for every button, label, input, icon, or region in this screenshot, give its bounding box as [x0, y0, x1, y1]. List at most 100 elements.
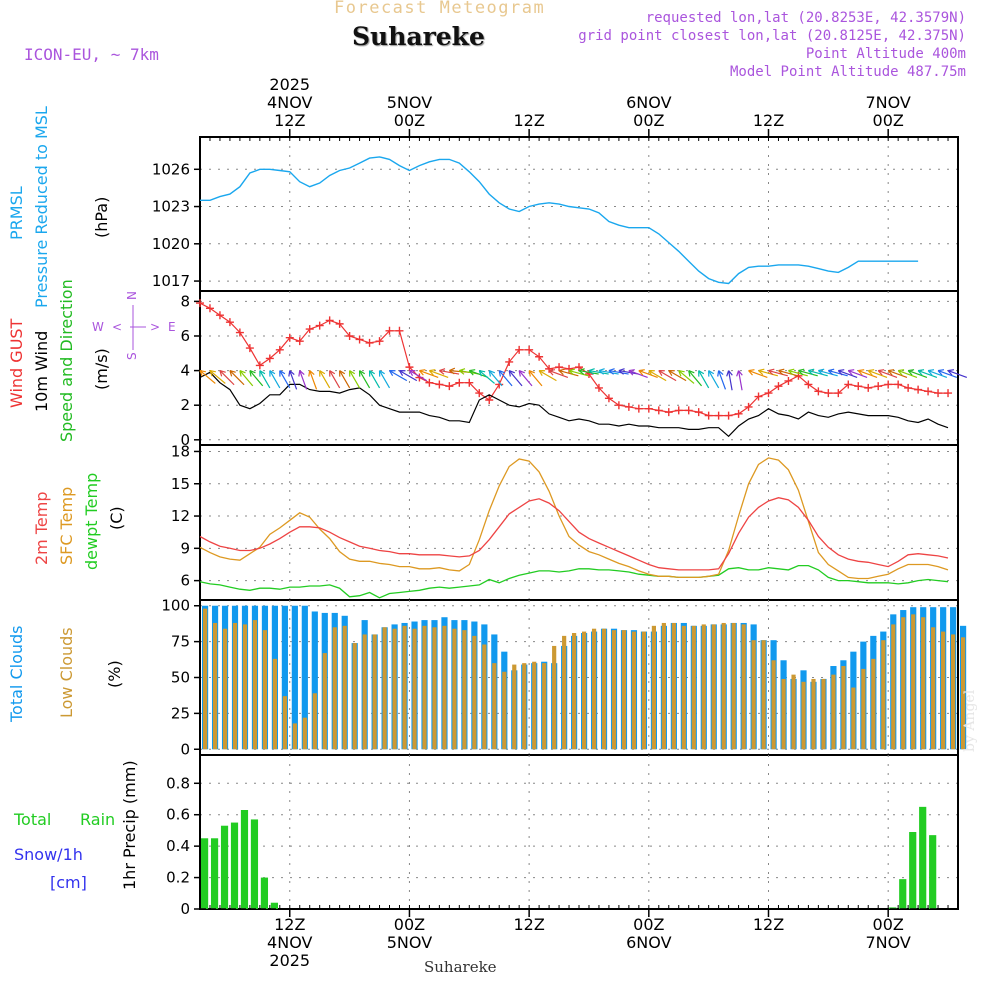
low-cloud-bar — [731, 622, 736, 750]
wind-direction-arrowhead — [807, 368, 815, 376]
wind-direction-arrowhead — [548, 369, 556, 376]
wind-direction-arrow — [498, 370, 513, 387]
bottom-time-label: 00Z — [633, 915, 664, 934]
gust-point — [335, 319, 344, 328]
wind-direction-arrowhead — [827, 368, 835, 376]
low-cloud-bar — [512, 664, 517, 750]
wind-direction-arrowhead — [768, 368, 775, 376]
gust-point — [395, 326, 404, 335]
wind-direction-arrow — [588, 370, 609, 375]
wind-direction-arrow — [768, 370, 788, 377]
low-clouds-label: Low Clouds — [57, 627, 76, 718]
clouds-unit: (%) — [105, 660, 124, 688]
wind-direction-arrowhead — [229, 370, 236, 377]
gust-point — [255, 361, 264, 370]
gust-point — [684, 406, 693, 415]
gust-point — [405, 363, 414, 372]
rain-bar — [260, 877, 269, 909]
low-cloud-bar — [691, 625, 696, 750]
sfc-temp-label: SFC Temp — [57, 487, 76, 565]
low-cloud-bar — [611, 630, 617, 750]
low-cloud-bar — [212, 622, 218, 750]
low-cloud-bar — [781, 678, 786, 750]
gust-point — [515, 345, 524, 354]
wind-direction-arrow — [528, 370, 543, 387]
low-cloud-bar — [701, 624, 706, 750]
gust-point — [435, 380, 444, 389]
wind-direction-arrow — [379, 370, 391, 389]
gust-point — [545, 364, 554, 373]
wind-direction-arrow — [788, 370, 808, 377]
wind-direction-arrowhead — [319, 370, 326, 377]
rain-bar — [909, 832, 917, 909]
wind-direction-arrow — [818, 370, 838, 377]
top-time-label: 12Z — [513, 111, 544, 130]
compass-arrow-right: > — [150, 320, 160, 334]
wind-direction-arrow — [678, 370, 695, 384]
gust-point — [704, 411, 713, 420]
gust-point — [934, 389, 943, 398]
gust-point — [465, 378, 474, 387]
wind-direction-arrowhead — [598, 368, 605, 375]
gust-point — [734, 409, 743, 418]
low-cloud-bar — [951, 634, 956, 750]
gust-point — [894, 380, 903, 389]
wind-direction-arrow — [668, 370, 687, 382]
location-title: Suhareke — [352, 22, 485, 51]
compass-w: W — [92, 320, 104, 334]
gust-point — [475, 389, 484, 398]
wind-direction-arrow — [937, 370, 958, 378]
model-label: ICON-EU, ~ 7km — [24, 45, 159, 64]
bottom-time-label: 12Z — [753, 915, 784, 934]
low-cloud-bar — [881, 640, 886, 750]
wind-direction-arrowhead — [668, 369, 675, 377]
wind-direction-arrowhead — [608, 368, 615, 375]
low-cloud-bar — [262, 630, 268, 750]
low-cloud-bar — [502, 671, 507, 750]
low-cloud-bar — [522, 663, 527, 750]
low-cloud-bar — [631, 631, 637, 750]
wind-direction-arrowhead — [288, 370, 295, 377]
wind-direction-arrowhead — [907, 369, 915, 376]
wind-direction-arrow — [708, 370, 720, 389]
precip-ytick-label: 0.4 — [166, 837, 190, 855]
low-cloud-bar — [282, 696, 287, 750]
wind-direction-arrowhead — [308, 370, 315, 377]
gust-point — [455, 378, 464, 387]
gust-point — [924, 387, 933, 396]
wind-direction-arrowhead — [298, 370, 305, 377]
gust-point — [225, 318, 234, 327]
low-cloud-bar — [841, 666, 846, 750]
low-cloud-bar — [422, 625, 427, 750]
low-cloud-bar — [591, 628, 597, 750]
bottom-time-label: 6NOV — [626, 933, 671, 952]
gust-point — [215, 311, 224, 320]
wind-direction-arrow — [399, 370, 418, 382]
rain-bar — [889, 907, 897, 909]
pressure-ytick-label: 1017 — [152, 272, 190, 290]
low-cloud-bar — [472, 635, 477, 750]
top-time-label: 12Z — [274, 111, 305, 130]
low-cloud-bar — [412, 628, 417, 750]
temperature-ytick-label: 9 — [180, 539, 190, 557]
gust-point — [245, 344, 254, 353]
pressure-ytick-label: 1026 — [152, 160, 190, 178]
wind-direction-arrow — [239, 370, 254, 387]
wind-direction-arrow — [648, 370, 667, 382]
gust-line — [199, 302, 948, 417]
wind-direction-arrowhead — [927, 369, 935, 376]
wind-direction-arrowhead — [209, 370, 216, 377]
top-time-label: 00Z — [633, 111, 664, 130]
wind-direction-arrow — [369, 370, 381, 389]
wind-direction-arrow — [778, 370, 798, 377]
wind-ytick-label: 4 — [180, 362, 190, 380]
wind-direction-arrowhead — [349, 370, 356, 377]
rain-bar — [919, 806, 927, 909]
pressure-ytick-label: 1020 — [152, 235, 190, 253]
gust-point — [764, 389, 773, 398]
dewpt-line — [199, 564, 949, 599]
wind-direction-arrow — [279, 370, 291, 389]
gust-point — [644, 404, 653, 413]
wind-direction-arrow — [718, 370, 727, 390]
total-cloud-bar — [301, 605, 308, 750]
